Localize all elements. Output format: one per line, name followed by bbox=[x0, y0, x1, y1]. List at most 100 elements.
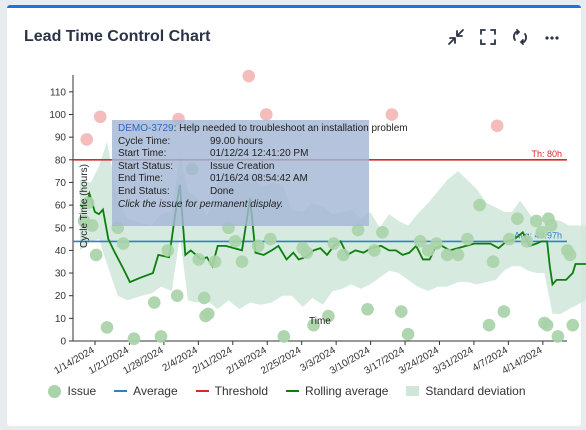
legend-issue[interactable]: Issue bbox=[48, 384, 96, 398]
issue-point[interactable] bbox=[563, 248, 577, 262]
issue-point[interactable] bbox=[566, 318, 580, 332]
issue-point[interactable] bbox=[327, 237, 341, 250]
tooltip-row: End Time: 01/16/24 08:54:42 AM bbox=[118, 173, 369, 186]
issue-point[interactable] bbox=[100, 321, 114, 334]
issue-point[interactable] bbox=[170, 289, 184, 303]
tooltip-summary: : Help needed to troubleshoot an install… bbox=[173, 123, 408, 134]
legend-rolling[interactable]: Rolling average bbox=[286, 384, 388, 398]
issue-point[interactable] bbox=[351, 223, 365, 237]
issue-point[interactable] bbox=[551, 330, 565, 343]
issue-point[interactable] bbox=[482, 318, 496, 332]
issue-point[interactable] bbox=[85, 219, 99, 232]
tooltip-details: Cycle Time: 99.00 hours Start Time: 01/12/2… bbox=[118, 136, 369, 199]
issue-point[interactable] bbox=[197, 291, 211, 305]
threshold-label: Th: 80h bbox=[531, 149, 562, 159]
issue-point[interactable] bbox=[401, 327, 415, 341]
issue-point[interactable] bbox=[503, 232, 516, 246]
tooltip-row: Cycle Time: 99.00 hours bbox=[118, 136, 369, 149]
fullscreen-icon[interactable] bbox=[479, 28, 497, 46]
legend-average-label: Average bbox=[133, 384, 178, 398]
legend-stddev-label: Standard deviation bbox=[425, 384, 526, 398]
more-icon[interactable] bbox=[543, 28, 561, 46]
issue-point[interactable] bbox=[116, 237, 130, 250]
x-axis-label: Time bbox=[309, 316, 331, 327]
issue-point[interactable] bbox=[154, 330, 168, 343]
issue-point[interactable] bbox=[307, 318, 320, 332]
issue-point[interactable] bbox=[413, 235, 427, 248]
issue-point[interactable] bbox=[451, 248, 465, 262]
issue-point[interactable] bbox=[544, 219, 558, 232]
legend-rolling-label: Rolling average bbox=[305, 384, 389, 398]
issue-point[interactable] bbox=[89, 248, 103, 262]
tooltip-row-value: 99.00 hours bbox=[210, 135, 263, 147]
issue-point[interactable] bbox=[461, 232, 474, 246]
issue-point[interactable] bbox=[497, 305, 511, 318]
y-tick-label: 90 bbox=[55, 133, 67, 144]
tooltip-footer: Click the issue for permanent display. bbox=[118, 198, 284, 210]
tooltip-row-key: End Status: bbox=[118, 185, 170, 197]
y-tick-label: 20 bbox=[55, 291, 67, 302]
tooltip-row-value: Done bbox=[210, 185, 234, 197]
issue-point[interactable] bbox=[127, 332, 141, 346]
chart-toolbar bbox=[447, 28, 561, 46]
tooltip-header: DEMO-3729: Help needed to troubleshoot a… bbox=[118, 123, 408, 136]
issue-point[interactable] bbox=[535, 225, 548, 239]
issue-point-above-threshold[interactable] bbox=[490, 119, 504, 133]
y-tick-label: 30 bbox=[55, 269, 67, 280]
issue-point[interactable] bbox=[368, 244, 381, 257]
legend-average[interactable]: Average bbox=[114, 384, 178, 398]
tooltip-row-value: 01/12/24 12:41:20 PM bbox=[210, 148, 309, 160]
y-tick-label: 60 bbox=[55, 201, 67, 212]
legend-average-swatch bbox=[114, 390, 128, 392]
issue-point[interactable] bbox=[251, 239, 265, 253]
chart-legend: Issue Average Threshold Rolling average … bbox=[0, 384, 574, 398]
legend-stddev-swatch bbox=[406, 386, 420, 396]
issue-point[interactable] bbox=[540, 318, 554, 332]
issue-point[interactable] bbox=[511, 212, 524, 225]
legend-stddev[interactable]: Standard deviation bbox=[406, 384, 526, 398]
issue-point[interactable] bbox=[81, 196, 95, 210]
issue-point[interactable] bbox=[520, 235, 534, 248]
tooltip-row-value: 01/16/24 08:54:42 AM bbox=[210, 173, 308, 185]
issue-point[interactable] bbox=[192, 253, 206, 266]
tooltip-issue-link[interactable]: DEMO-3729 bbox=[118, 123, 174, 134]
issue-point[interactable] bbox=[264, 232, 277, 246]
tooltip-row-key: Cycle Time: bbox=[118, 135, 171, 147]
issue-point[interactable] bbox=[300, 246, 314, 259]
issue-point[interactable] bbox=[440, 248, 454, 262]
issue-tooltip: DEMO-3729: Help needed to troubleshoot a… bbox=[112, 120, 408, 226]
issue-point[interactable] bbox=[336, 248, 350, 262]
issue-point[interactable] bbox=[147, 296, 161, 309]
issue-point-above-threshold[interactable] bbox=[385, 108, 399, 121]
issue-point[interactable] bbox=[322, 309, 335, 323]
issue-point[interactable] bbox=[473, 198, 486, 212]
issue-point[interactable] bbox=[161, 244, 175, 257]
refresh-icon[interactable] bbox=[511, 28, 529, 46]
stddev-band bbox=[80, 141, 586, 314]
legend-threshold[interactable]: Threshold bbox=[195, 384, 268, 398]
legend-issue-label: Issue bbox=[67, 384, 97, 398]
issue-point[interactable] bbox=[201, 307, 215, 321]
issue-point[interactable] bbox=[530, 214, 543, 228]
issue-point[interactable] bbox=[486, 255, 500, 269]
issue-point[interactable] bbox=[430, 237, 443, 250]
tooltip-row: Start Status: Issue Creation bbox=[118, 161, 369, 174]
issue-point[interactable] bbox=[395, 305, 408, 318]
issue-point-above-threshold[interactable] bbox=[242, 69, 256, 83]
issue-point-above-threshold[interactable] bbox=[93, 110, 107, 124]
y-tick-label: 100 bbox=[49, 110, 66, 121]
issue-point-above-threshold[interactable] bbox=[260, 108, 273, 121]
y-tick-label: 110 bbox=[50, 87, 66, 98]
tooltip-row-key: End Time: bbox=[118, 173, 164, 185]
issue-point-above-threshold[interactable] bbox=[80, 133, 94, 146]
y-tick-label: 40 bbox=[55, 246, 67, 257]
y-axis-label: Cycle Time (hours) bbox=[79, 164, 90, 248]
issue-point[interactable] bbox=[235, 255, 249, 269]
issue-point[interactable] bbox=[277, 330, 291, 343]
issue-point[interactable] bbox=[361, 302, 374, 316]
issue-point[interactable] bbox=[376, 225, 389, 239]
issue-point[interactable] bbox=[228, 235, 242, 248]
collapse-icon[interactable] bbox=[447, 28, 465, 46]
issue-point[interactable] bbox=[208, 255, 222, 269]
tooltip-row-value: Issue Creation bbox=[210, 160, 275, 172]
